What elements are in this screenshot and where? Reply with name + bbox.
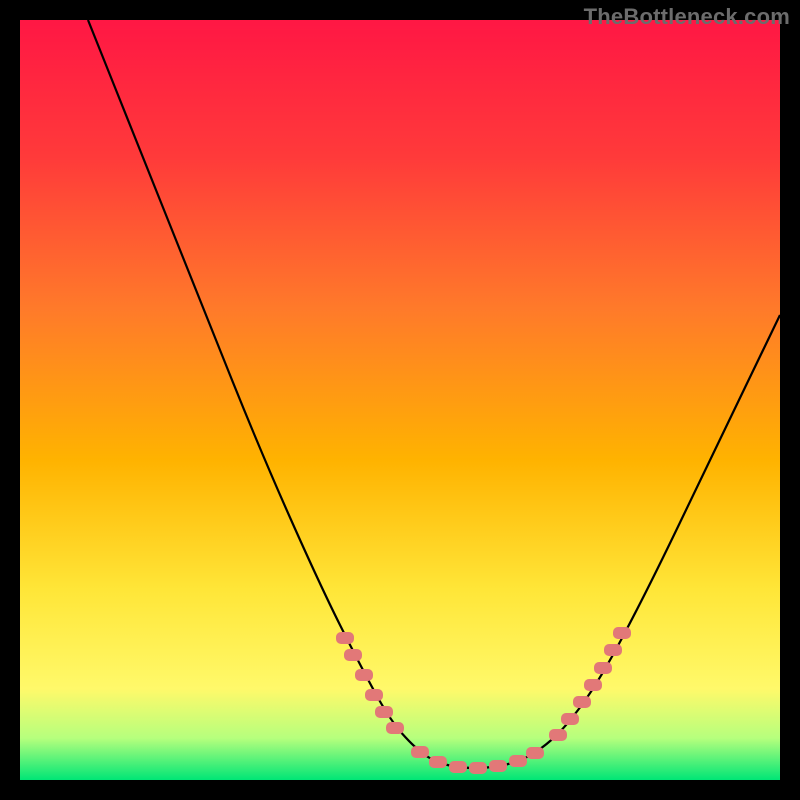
chart-frame: TheBottleneck.com [0, 0, 800, 800]
curve-marker [573, 696, 591, 708]
curve-marker [449, 761, 467, 773]
curve-marker [604, 644, 622, 656]
bottleneck-curve [88, 20, 780, 768]
curve-marker [594, 662, 612, 674]
curve-layer [20, 20, 780, 780]
curve-marker [509, 755, 527, 767]
curve-marker [386, 722, 404, 734]
curve-marker [375, 706, 393, 718]
curve-marker [411, 746, 429, 758]
curve-marker [336, 632, 354, 644]
curve-marker [613, 627, 631, 639]
curve-marker [489, 760, 507, 772]
plot-area [20, 20, 780, 780]
watermark-text: TheBottleneck.com [584, 4, 790, 30]
curve-marker [526, 747, 544, 759]
curve-marker [344, 649, 362, 661]
curve-marker [584, 679, 602, 691]
curve-marker [355, 669, 373, 681]
curve-marker [429, 756, 447, 768]
curve-marker [549, 729, 567, 741]
curve-marker [469, 762, 487, 774]
curve-marker [561, 713, 579, 725]
curve-marker [365, 689, 383, 701]
